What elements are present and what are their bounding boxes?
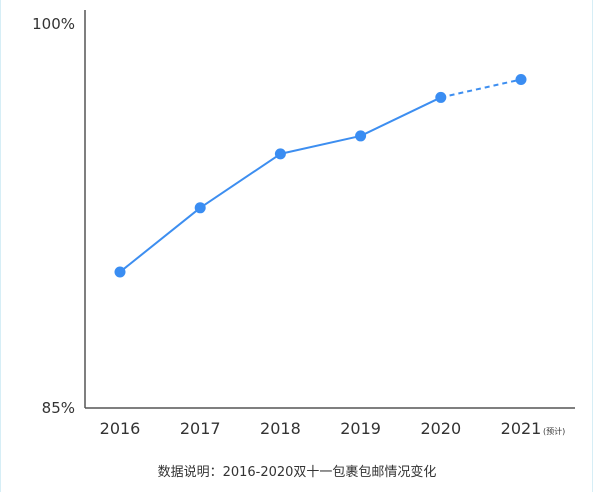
chart-note: 数据说明：2016-2020双十一包裹包邮情况变化: [158, 464, 437, 480]
x-tick-label: 2021: [501, 419, 542, 438]
x-tick-label: 2017: [180, 419, 221, 438]
series-line-actual: [119, 96, 442, 273]
x-tick-label: 2018: [260, 419, 301, 438]
series-line-projected: [440, 78, 522, 99]
data-point: [194, 202, 206, 214]
data-point: [114, 266, 126, 278]
y-tick-label-top: 100%: [32, 15, 75, 33]
data-point: [435, 91, 447, 103]
series-lines: [119, 78, 522, 273]
series-points: [114, 73, 527, 278]
data-point: [515, 73, 527, 85]
x-tick-labels: 2016 2017 2018 2019 2020 2021 (预计): [100, 419, 566, 438]
y-tick-label-bottom: 85%: [42, 399, 75, 417]
x-tick-suffix: (预计): [543, 426, 565, 436]
data-point: [355, 130, 367, 142]
y-tick-labels: 100% 85%: [32, 15, 75, 417]
axes: [84, 10, 575, 409]
x-tick-label: 2016: [100, 419, 141, 438]
x-tick-label: 2020: [420, 419, 461, 438]
x-tick-label: 2019: [340, 419, 381, 438]
data-point: [274, 148, 286, 160]
